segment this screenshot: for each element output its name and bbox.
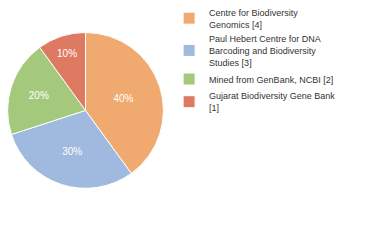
- svg-text:Mined from GenBank, NCBI [2]: Mined from GenBank, NCBI [2]: [209, 75, 333, 85]
- svg-text:40%: 40%: [113, 93, 133, 104]
- svg-text:Gujarat Biodiversity Gene Bank: Gujarat Biodiversity Gene Bank[1]: [209, 91, 335, 113]
- svg-text:10%: 10%: [57, 48, 77, 59]
- svg-text:Centre for BiodiversityGenomic: Centre for BiodiversityGenomics [4]: [209, 8, 298, 30]
- svg-text:20%: 20%: [29, 90, 49, 101]
- svg-text:Paul Hebert Centre for DNABarc: Paul Hebert Centre for DNABarcoding and …: [209, 34, 321, 67]
- svg-text:30%: 30%: [62, 146, 82, 157]
